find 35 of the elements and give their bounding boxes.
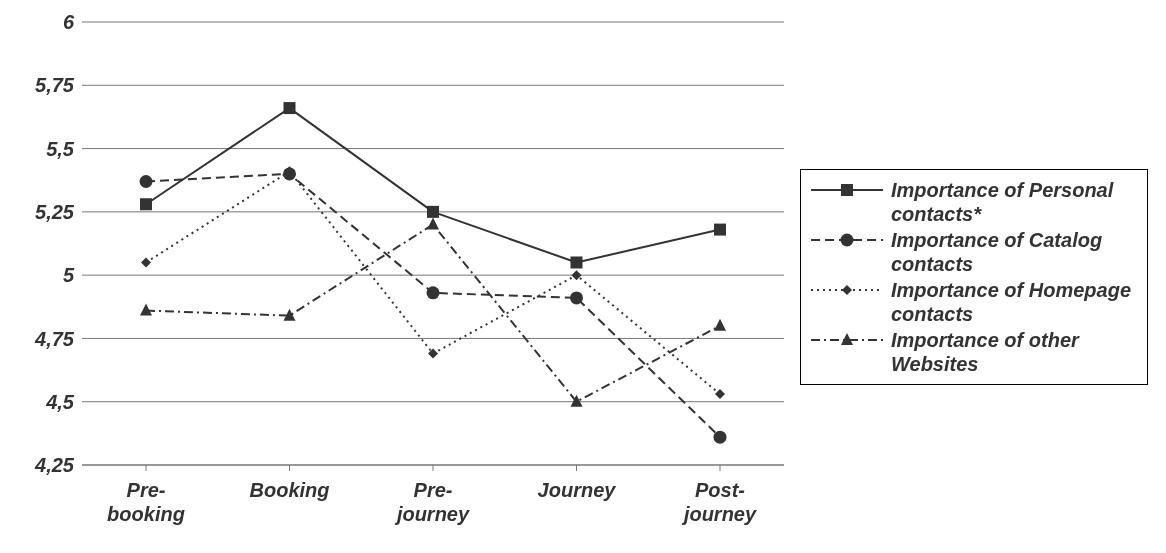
y-tick-label: 6 bbox=[62, 11, 75, 34]
point bbox=[140, 303, 152, 316]
point bbox=[139, 174, 153, 188]
y-tick-label: 5,25 bbox=[35, 200, 75, 223]
point bbox=[570, 394, 583, 407]
point bbox=[141, 257, 151, 268]
legend-label: Importance of Personal contacts* bbox=[891, 177, 1115, 226]
y-tick-label: 4,75 bbox=[34, 327, 75, 350]
point bbox=[570, 291, 583, 305]
x-tick-label: Pre-journey bbox=[393, 479, 470, 525]
legend-label: Importance of Catalog contacts bbox=[891, 227, 1104, 276]
y-tick-label: 5 bbox=[62, 264, 75, 287]
point bbox=[140, 198, 152, 211]
point bbox=[713, 430, 727, 444]
point bbox=[570, 256, 583, 269]
point bbox=[714, 318, 726, 331]
point bbox=[283, 308, 296, 321]
point bbox=[427, 205, 439, 218]
point bbox=[714, 223, 726, 236]
legend-label: Importance of other Websites bbox=[891, 327, 1081, 376]
x-tick-label: Post-journey bbox=[680, 479, 757, 525]
legend-label: Importance of Homepage contacts bbox=[891, 277, 1133, 326]
x-tick-label: Booking bbox=[249, 479, 330, 501]
point bbox=[571, 270, 582, 281]
point bbox=[426, 286, 440, 300]
point bbox=[427, 217, 439, 230]
point bbox=[715, 389, 725, 400]
y-tick-label: 4,25 bbox=[34, 454, 75, 477]
x-tick-label: Pre-booking bbox=[107, 479, 185, 525]
y-tick-label: 5,5 bbox=[46, 137, 75, 160]
y-tick-label: 4,5 bbox=[45, 390, 75, 413]
x-tick-label: Journey bbox=[537, 479, 617, 501]
y-tick-label: 5,75 bbox=[35, 74, 75, 97]
point bbox=[428, 348, 438, 359]
point bbox=[283, 102, 296, 115]
